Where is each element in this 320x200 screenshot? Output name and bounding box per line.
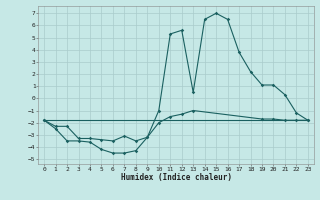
X-axis label: Humidex (Indice chaleur): Humidex (Indice chaleur) xyxy=(121,173,231,182)
